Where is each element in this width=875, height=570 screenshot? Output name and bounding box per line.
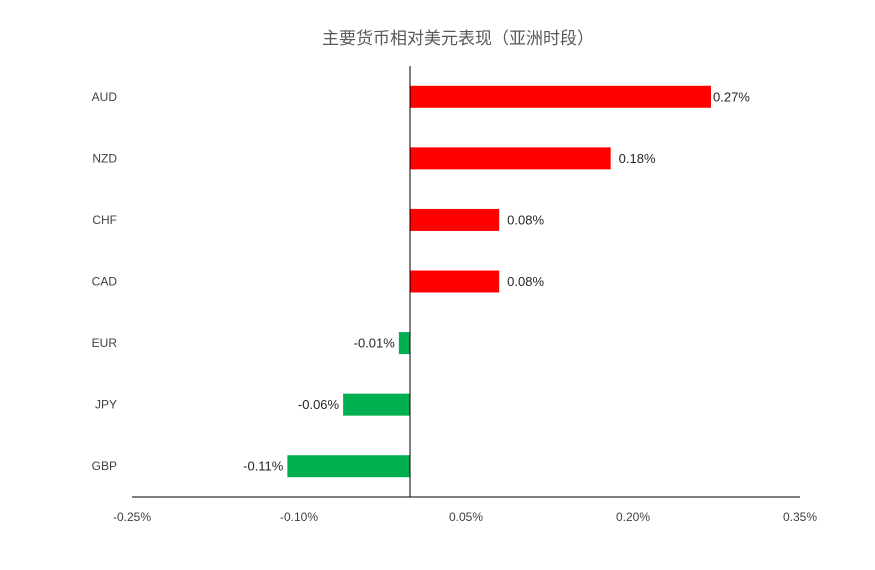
data-label-eur: -0.01% bbox=[354, 336, 396, 351]
data-label-aud: 0.27% bbox=[713, 89, 750, 104]
category-label-aud: AUD bbox=[92, 90, 118, 104]
data-label-cad: 0.08% bbox=[507, 274, 544, 289]
data-label-gbp: -0.11% bbox=[243, 459, 284, 474]
x-tick-label: 0.05% bbox=[449, 510, 483, 524]
category-label-cad: CAD bbox=[92, 275, 118, 289]
data-label-chf: 0.08% bbox=[507, 212, 544, 227]
bar-aud bbox=[410, 85, 711, 108]
x-tick-label: -0.10% bbox=[280, 510, 318, 524]
bars-group bbox=[287, 85, 711, 478]
x-tick-label: -0.25% bbox=[113, 510, 151, 524]
category-label-chf: CHF bbox=[92, 213, 117, 227]
bar-cad bbox=[410, 270, 500, 293]
chart-title: 主要货币相对美元表现（亚洲时段） bbox=[322, 29, 594, 49]
bar-nzd bbox=[410, 147, 611, 170]
category-label-nzd: NZD bbox=[92, 151, 117, 165]
x-tick-label: 0.35% bbox=[783, 510, 817, 524]
x-tick-label: 0.20% bbox=[616, 510, 650, 524]
data-labels: 0.27% 0.18% 0.08% 0.08% -0.01% -0.06% -0.11% bbox=[243, 89, 750, 473]
bar-eur bbox=[398, 332, 410, 355]
bar-gbp bbox=[287, 455, 410, 478]
bar-jpy bbox=[343, 393, 410, 416]
bar-chf bbox=[410, 208, 500, 231]
category-label-eur: EUR bbox=[92, 336, 118, 350]
data-label-jpy: -0.06% bbox=[298, 397, 340, 412]
category-label-gbp: GBP bbox=[92, 459, 117, 473]
category-label-jpy: JPY bbox=[95, 398, 117, 412]
x-axis-ticks: -0.25% -0.10% 0.05% 0.20% 0.35% bbox=[113, 510, 817, 524]
category-labels: AUD NZD CHF CAD EUR JPY GBP bbox=[92, 90, 118, 473]
data-label-nzd: 0.18% bbox=[619, 151, 656, 166]
